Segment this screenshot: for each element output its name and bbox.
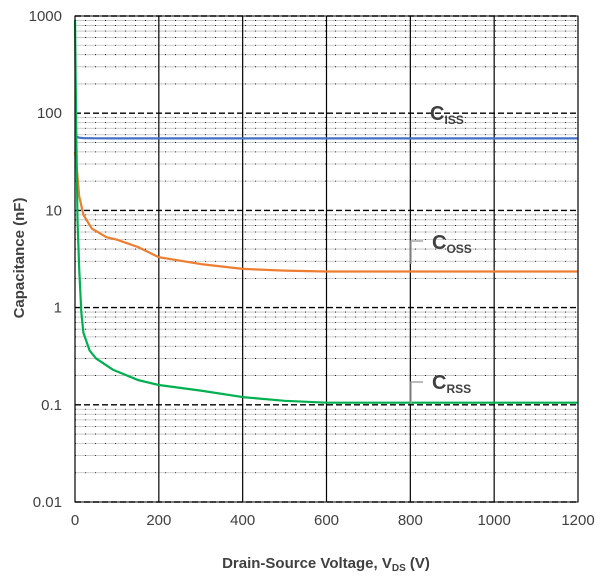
x-tick-label: 400 xyxy=(230,512,255,529)
x-tick-label: 800 xyxy=(398,512,423,529)
x-axis-title-subscript: DS xyxy=(392,563,406,574)
series-label-coss: COSS xyxy=(432,232,472,256)
series-label-ciss: CISS xyxy=(430,103,464,127)
x-tick-label: 1200 xyxy=(561,512,594,529)
callout-leader xyxy=(410,381,423,404)
y-tick-label: 100 xyxy=(37,105,62,122)
x-tick-label: 0 xyxy=(71,512,79,529)
series-line-coss xyxy=(73,151,578,273)
y-tick-label: 10 xyxy=(45,202,62,219)
series-label-coss-subscript: OSS xyxy=(446,242,471,256)
series-label-crss-subscript: RSS xyxy=(446,382,471,396)
x-tick-label: 200 xyxy=(146,512,171,529)
series-label-crss-main: C xyxy=(432,372,446,394)
series-label-coss-main: C xyxy=(432,232,446,254)
x-tick-label: 1000 xyxy=(477,512,510,529)
y-tick-labels: 0.01 0.1 1 10 100 1000 xyxy=(29,8,62,511)
series-callouts xyxy=(410,240,423,404)
x-axis-title-main: Drain-Source Voltage, V xyxy=(222,555,392,572)
x-axis-title-unit: (V) xyxy=(406,555,430,572)
x-tick-label: 600 xyxy=(314,512,339,529)
series-label-ciss-main: C xyxy=(430,103,444,125)
series-line-crss xyxy=(73,20,578,404)
callout-leader xyxy=(410,240,423,264)
series-label-ciss-subscript: ISS xyxy=(444,113,463,127)
series-lines xyxy=(73,20,578,404)
y-tick-label: 0.01 xyxy=(33,494,62,511)
major-gridlines xyxy=(74,15,579,503)
y-tick-label: 1 xyxy=(54,300,62,317)
plot-border xyxy=(74,15,579,503)
series-line-ciss xyxy=(74,134,578,140)
x-tick-labels: 0 200 400 600 800 1000 1200 xyxy=(71,512,595,529)
y-tick-label: 0.1 xyxy=(41,397,62,414)
x-axis-title: Drain-Source Voltage, VDS (V) xyxy=(222,555,430,574)
series-label-crss: CRSS xyxy=(432,372,471,396)
y-tick-label: 1000 xyxy=(29,8,62,25)
y-axis-title: Capacitance (nF) xyxy=(11,198,28,319)
